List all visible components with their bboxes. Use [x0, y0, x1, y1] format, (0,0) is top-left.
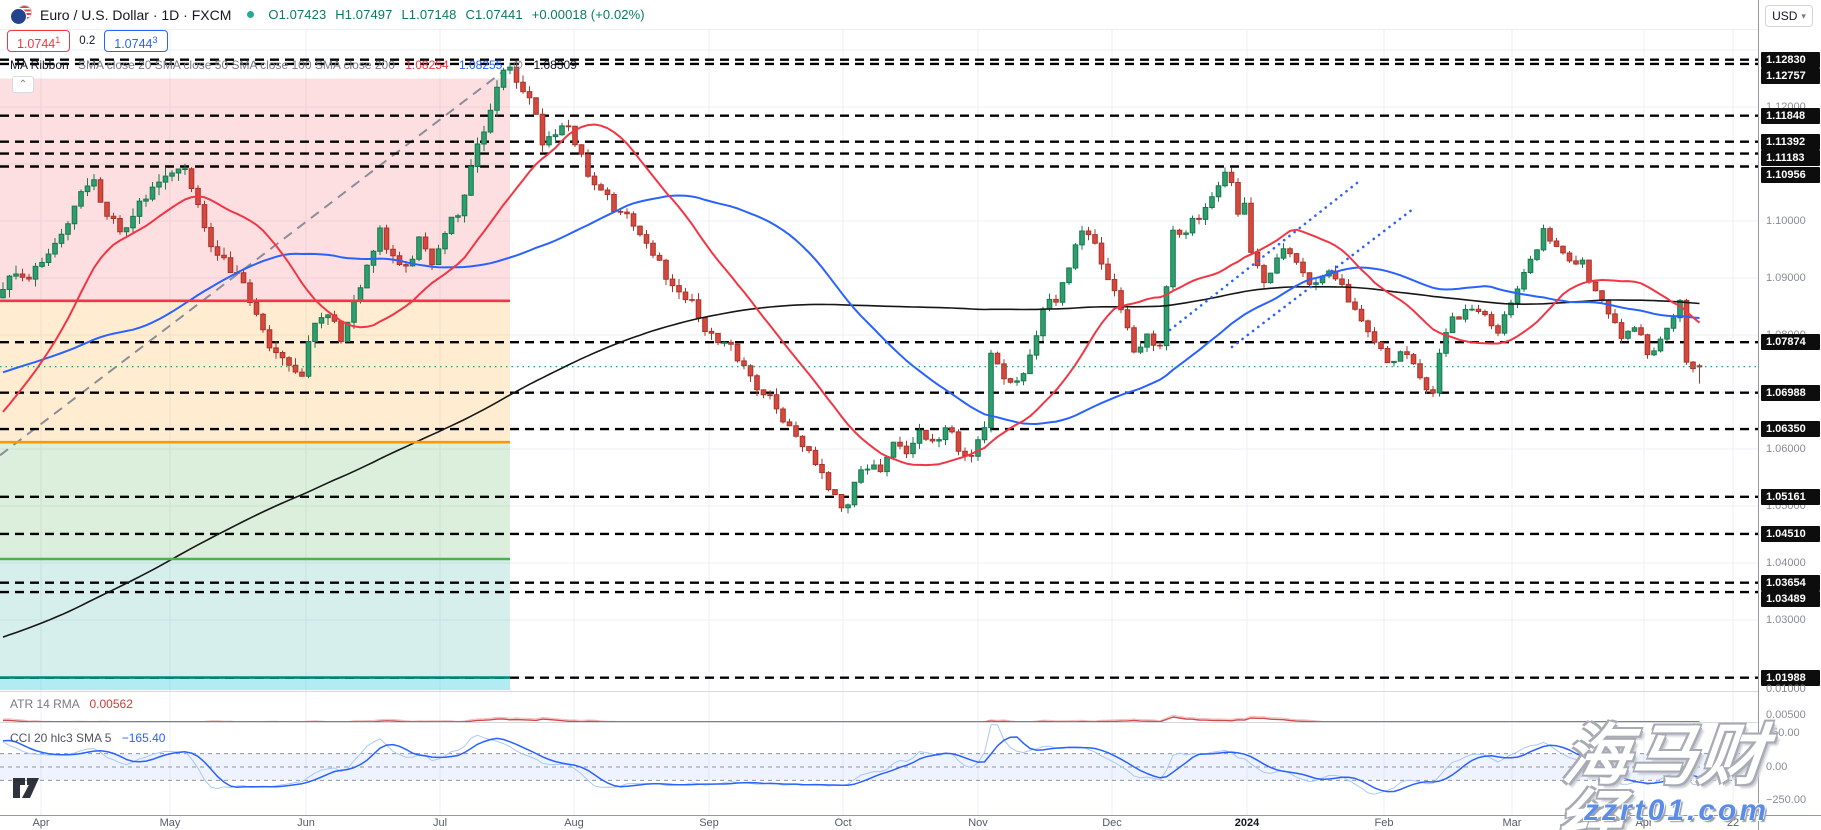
cci-title[interactable]: CCI 20 hlc3 SMA 5 [10, 731, 112, 745]
cci-scale-label: −250.00 [1766, 794, 1807, 806]
time-axis-month-label: Jul [432, 817, 448, 829]
chart-canvas[interactable] [0, 0, 1758, 815]
legend-collapse-button[interactable]: ⌃ [12, 76, 34, 93]
cci-legend[interactable]: CCI 20 hlc3 SMA 5 −165.40 [10, 731, 165, 745]
price-grid-label: 1.10000 [1766, 215, 1806, 227]
key-level-price-label: 1.11848 [1761, 108, 1820, 124]
time-axis-month-label: May [159, 817, 181, 829]
ma-ribbon-params: SMA close 20 SMA close 50 SMA close 100 … [78, 58, 395, 72]
buy-button[interactable]: 1.07443 [104, 30, 168, 52]
channel-dotted-line-1[interactable] [1168, 180, 1360, 332]
time-axis-month-label: Oct [834, 817, 852, 829]
time-axis-month-label: Aug [564, 817, 584, 829]
time-axis-month-label: Mar [1502, 817, 1522, 829]
cci-scale-label: 250.00 [1766, 727, 1800, 739]
key-level-price-label: 1.06988 [1761, 385, 1820, 401]
ma-ribbon-value-sma200: 1.08309 [533, 58, 577, 72]
key-level-price-label: 1.01988 [1761, 670, 1820, 686]
time-axis-month-label: Jun [297, 817, 315, 829]
support-zone [0, 559, 510, 678]
time-axis-month-label: 22 [1726, 817, 1740, 829]
price-grid-label: 1.04000 [1766, 557, 1806, 569]
time-axis-month-label: Apr [1635, 817, 1653, 829]
sma-20-line [2, 123, 1701, 467]
eu-flag-icon [10, 7, 27, 25]
key-level-price-label: 1.12830 [1761, 52, 1820, 68]
ohlc-low: L1.07148 [401, 7, 457, 22]
atr-scale-label: 0.00500 [1766, 709, 1806, 721]
key-level-price-label: 1.07874 [1761, 334, 1820, 350]
ma-ribbon-value-sma50: 1.08255 [458, 58, 503, 72]
lower-mid-zone [0, 442, 510, 559]
pane-separator-main-atr[interactable] [0, 691, 1821, 692]
sma-50-line [2, 194, 1700, 425]
key-level-price-label: 1.03489 [1761, 591, 1820, 607]
ohlc-high: H1.07497 [335, 7, 393, 22]
pane-separator-atr-cci[interactable] [0, 722, 1821, 723]
symbol-title[interactable]: Euro / U.S. Dollar · 1D · FXCM [40, 6, 232, 23]
key-level-price-label: 1.11392 [1761, 134, 1820, 150]
time-axis-border [0, 815, 1821, 816]
upper-mid-zone [0, 300, 510, 443]
atr-line [3, 716, 1700, 722]
key-level-price-label: 1.11183 [1761, 150, 1820, 166]
price-grid-label: 1.09000 [1766, 272, 1806, 284]
deep-support-strip [0, 677, 510, 691]
atr-scale-label: 0.01000 [1766, 683, 1806, 695]
atr-title[interactable]: ATR 14 RMA [10, 697, 80, 711]
spread-value: 0.2 [79, 35, 96, 47]
time-axis-month-label: Sep [699, 817, 719, 829]
cci-value: −165.40 [121, 731, 166, 745]
time-axis-month-label: Apr [32, 817, 50, 829]
time-axis-month-label: Dec [1102, 817, 1122, 829]
key-level-price-label: 1.03654 [1761, 575, 1820, 591]
cci-band [0, 753, 1758, 781]
key-level-price-label: 1.04510 [1761, 526, 1820, 542]
ma-ribbon-value-sma100: ∅ [512, 58, 524, 72]
key-level-price-label: 1.06350 [1761, 421, 1820, 437]
key-level-price-label: 1.05161 [1761, 489, 1820, 505]
price-scale[interactable]: USD▾ 1.120001.100001.090001.080001.06000… [1758, 0, 1821, 830]
ohlc-values: O1.07423 H1.07497 L1.07148 C1.07441 +0.00018… [268, 7, 653, 22]
price-grid-label: 1.03000 [1766, 614, 1806, 626]
ohlc-change: +0.00018 (+0.02%) [531, 7, 645, 22]
time-axis-year-label: 2024 [1234, 817, 1260, 829]
quote-buttons: 1.07441 0.2 1.07443 [7, 30, 168, 52]
market-status-dot-icon[interactable] [247, 11, 255, 18]
chart-header-toolbar: Euro / U.S. Dollar · 1D · FXCM O1.07423 H… [0, 0, 1758, 30]
cci-raw-line [2, 724, 1700, 795]
key-level-price-label: 1.10956 [1761, 167, 1820, 183]
ma-ribbon-value-sma20: 1.08254 [405, 58, 449, 72]
time-axis[interactable]: Apr May Jun Jul Aug Sep Oct Nov Dec 2024 Feb Mar Apr… [0, 816, 1758, 830]
currency-unit-button[interactable]: USD ▾ [1765, 5, 1813, 27]
key-level-price-label: 1.12757 [1761, 68, 1820, 84]
atr-legend[interactable]: ATR 14 RMA 0.00562 [10, 697, 133, 711]
key-level-lines[interactable] [0, 58, 1758, 679]
price-grid-label: 1.06000 [1766, 443, 1806, 455]
grid [0, 28, 1758, 815]
tradingview-logo-icon[interactable] [13, 778, 43, 803]
price-zones [0, 78, 510, 691]
symbol-flag-icon [10, 4, 34, 25]
atr-raw-line [2, 714, 1700, 722]
trendline-dashed[interactable] [0, 69, 506, 457]
time-axis-month-label: Nov [968, 817, 988, 829]
time-axis-month-label: Feb [1374, 817, 1394, 829]
cci-scale-label: 0.00 [1766, 761, 1788, 773]
ohlc-open: O1.07423 [268, 7, 327, 22]
ma-ribbon-title[interactable]: MA Ribbon [10, 58, 69, 72]
ma-ribbon-legend[interactable]: MA Ribbon SMA close 20 SMA close 50 SMA … [10, 58, 577, 72]
chevron-down-icon: ▾ [1801, 10, 1806, 21]
ohlc-close: C1.07441 [465, 7, 523, 22]
cci-line [2, 736, 1700, 793]
candlestick-series[interactable] [0, 60, 1703, 514]
sell-button[interactable]: 1.07441 [7, 30, 71, 52]
atr-value: 0.00562 [89, 697, 133, 711]
